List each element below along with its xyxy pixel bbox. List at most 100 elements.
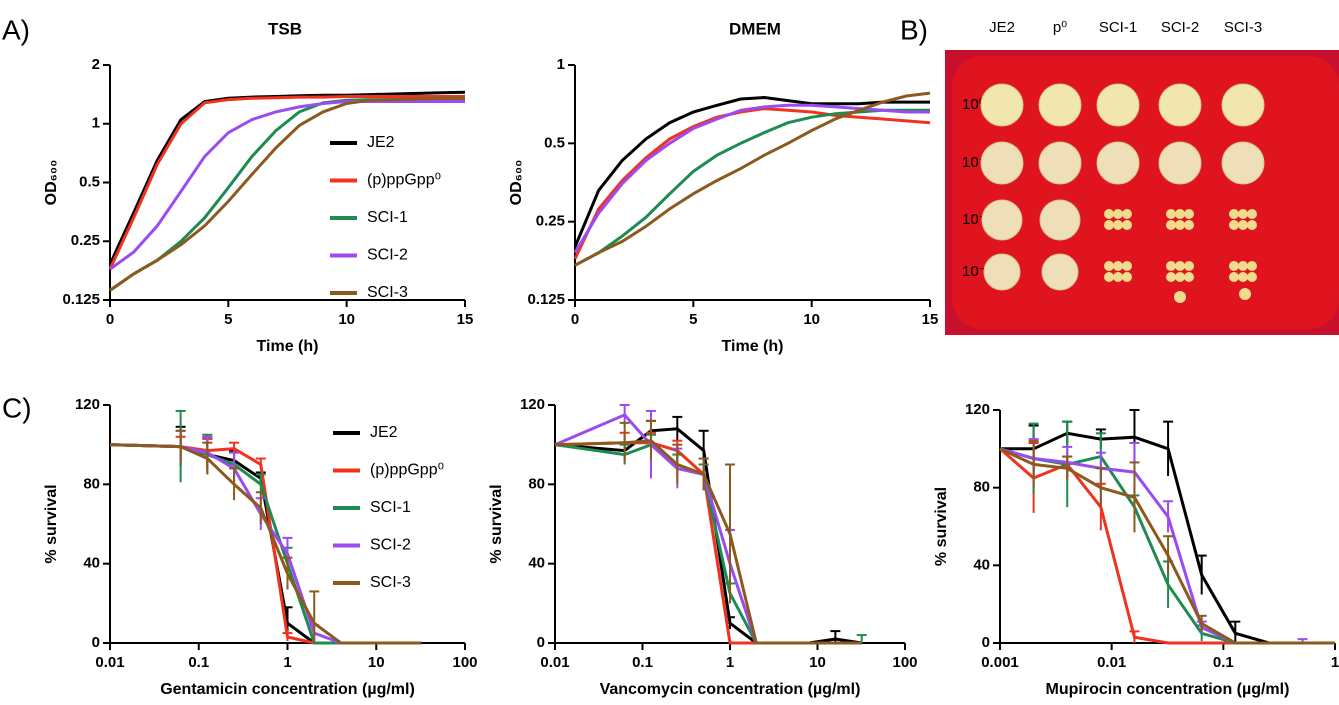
series-line: [573, 107, 931, 260]
colony-spot: [1113, 272, 1123, 282]
colony-spot: [1175, 261, 1185, 271]
colony-spot: [1229, 261, 1239, 271]
colony-spot: [1166, 261, 1176, 271]
x-tick-label: 1: [1331, 654, 1339, 671]
legend-label: (p)ppGpp⁰: [370, 462, 444, 479]
x-tick-label: 1: [726, 654, 734, 671]
colony-spot: [1221, 83, 1265, 127]
plate-column-label: JE2: [989, 19, 1015, 36]
colony-spot: [1158, 141, 1202, 185]
chart: 0 40 80 120 0.001 0.01 0.1 1 Mupirocin concentra…: [933, 401, 1339, 698]
x-axis-label: Vancomycin concentration (µg/ml): [600, 681, 861, 698]
series-line: [574, 91, 931, 267]
colony-spot: [1038, 141, 1082, 185]
series-line: [574, 108, 930, 267]
colony-spot: [983, 253, 1021, 291]
x-axis-label: Time (h): [257, 338, 319, 355]
colony-spot: [1104, 272, 1114, 282]
y-tick-label: 120: [520, 396, 545, 413]
colony-spot: [1166, 209, 1176, 219]
error-bar: [856, 634, 867, 643]
x-tick-label: 15: [922, 311, 939, 328]
colony-spot: [1184, 261, 1194, 271]
x-tick-label: 0.01: [540, 654, 569, 671]
series-line: [109, 100, 465, 271]
y-axis-label: % survival: [933, 487, 950, 566]
x-tick-label: 5: [224, 311, 232, 328]
y-tick-label: 0: [537, 634, 545, 651]
y-tick-label: 0: [982, 634, 990, 651]
plate-column-label: SCI-2: [1161, 19, 1199, 36]
colony-spot: [1229, 209, 1239, 219]
colony-spot: [1221, 141, 1265, 185]
series-line: [554, 427, 862, 645]
x-tick-label: 0.1: [632, 654, 653, 671]
y-tick-label: 40: [973, 556, 990, 573]
x-tick-label: 0.1: [1213, 654, 1234, 671]
colony-spot: [1247, 272, 1257, 282]
x-tick-label: 10: [809, 654, 826, 671]
colony-spot: [1096, 83, 1140, 127]
colony-spot: [1238, 272, 1248, 282]
colony-spot: [1113, 261, 1123, 271]
colony-spot: [980, 141, 1024, 185]
legend-label: SCI-1: [367, 209, 408, 226]
x-tick-label: 0.1: [188, 654, 209, 671]
colony-spot: [1174, 291, 1186, 303]
legend-label: SCI-3: [367, 284, 408, 301]
y-tick-label: 0.125: [62, 291, 100, 308]
series-line: [109, 443, 422, 645]
colony-spot: [1122, 220, 1132, 230]
colony-spot: [1166, 220, 1176, 230]
chart: TSB 0.125 0.25 0.5 1 2 0 5 10 15 Time (h) OD₆₀₀ JE2 (…: [43, 19, 473, 355]
series-line: [109, 96, 465, 292]
y-tick-label: 0.125: [527, 291, 565, 308]
y-tick-label: 80: [973, 479, 990, 496]
x-tick-label: 10: [338, 311, 355, 328]
x-tick-label: 5: [689, 311, 697, 328]
x-tick-label: 10: [368, 654, 385, 671]
y-tick-label: 120: [965, 401, 990, 418]
colony-spot: [1122, 261, 1132, 271]
y-tick-label: 0.5: [79, 173, 100, 190]
colony-spot: [1175, 209, 1185, 219]
colony-spot: [1122, 209, 1132, 219]
series-line: [573, 95, 930, 248]
panel-label: A): [2, 14, 30, 45]
x-tick-label: 100: [892, 654, 917, 671]
legend-label: JE2: [370, 424, 398, 441]
colony-spot: [1229, 272, 1239, 282]
y-axis-label: % survival: [43, 484, 60, 563]
colony-spot: [1122, 272, 1132, 282]
colony-spot: [1238, 220, 1248, 230]
x-tick-label: 100: [452, 654, 477, 671]
legend-label: SCI-1: [370, 499, 411, 516]
plate-row-label: 10⁰: [962, 96, 985, 113]
colony-spot: [1096, 141, 1140, 185]
y-tick-label: 80: [83, 475, 100, 492]
x-tick-label: 1: [283, 654, 291, 671]
panel-label: C): [2, 392, 32, 423]
colony-spot: [1039, 199, 1081, 241]
y-tick-label: 1: [557, 56, 565, 73]
y-tick-label: 0.5: [544, 134, 565, 151]
colony-spot: [1238, 261, 1248, 271]
colony-spot: [1239, 288, 1251, 300]
x-tick-label: 0.01: [1097, 654, 1126, 671]
colony-spot: [1184, 272, 1194, 282]
y-tick-label: 40: [83, 555, 100, 572]
legend-label: SCI-2: [370, 537, 411, 554]
colony-spot: [1113, 209, 1123, 219]
colony-spot: [1041, 253, 1079, 291]
y-tick-label: 80: [528, 475, 545, 492]
error-bar: [309, 590, 320, 643]
chart-title: TSB: [268, 19, 302, 38]
x-tick-label: 15: [457, 311, 474, 328]
colony-spot: [1184, 220, 1194, 230]
y-tick-label: 0.25: [536, 213, 565, 230]
colony-spot: [1104, 209, 1114, 219]
colony-spot: [1238, 209, 1248, 219]
x-axis-label: Mupirocin concentration (µg/ml): [1046, 681, 1290, 698]
